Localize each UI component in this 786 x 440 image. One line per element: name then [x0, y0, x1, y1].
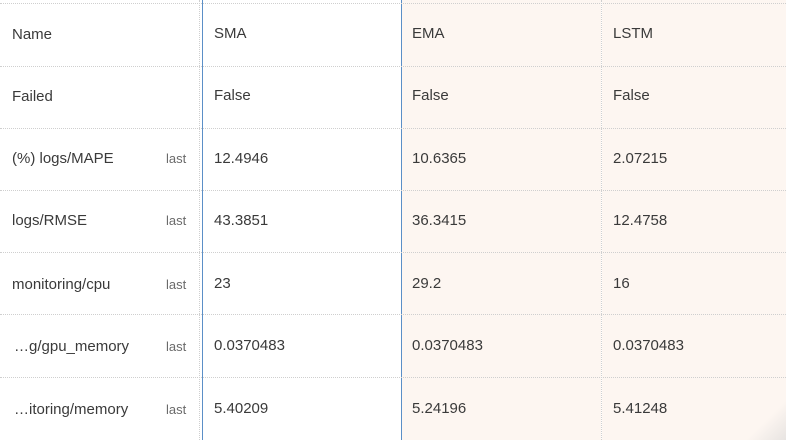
row-divider: [0, 314, 786, 315]
row-name-gpu-memory: …g/gpu_memory: [14, 338, 130, 355]
table-cell: 0.0370483: [214, 337, 285, 354]
header-experiment-sma[interactable]: SMA: [214, 25, 247, 42]
experiment-column-lstm[interactable]: [602, 0, 786, 440]
table-cell: False: [214, 87, 251, 104]
row-name-memory: …itoring/memory: [14, 401, 129, 418]
table-cell: 0.0370483: [412, 337, 483, 354]
header-name-label: Name: [12, 26, 53, 43]
column-divider: [601, 0, 602, 440]
header-experiment-lstm[interactable]: LSTM: [613, 25, 654, 42]
aggregation-label: last: [166, 151, 187, 166]
row-divider: [0, 128, 786, 129]
table-cell: 23: [214, 275, 231, 292]
table-cell: 2.07215: [613, 150, 668, 167]
aggregation-label: last: [166, 402, 187, 417]
table-cell: False: [613, 87, 650, 104]
selected-column-border-left: [202, 0, 203, 440]
selected-column-border-right: [401, 0, 402, 440]
row-divider: [0, 377, 786, 378]
table-cell: 5.24196: [412, 400, 467, 417]
experiment-column-ema[interactable]: [402, 0, 601, 440]
header-experiment-ema[interactable]: EMA: [412, 25, 445, 42]
table-cell: 5.41248: [613, 400, 668, 417]
row-name-failed: Failed: [12, 88, 53, 105]
row-name-cpu: monitoring/cpu: [12, 276, 111, 293]
table-cell: 43.3851: [214, 212, 269, 229]
table-cell: 12.4758: [613, 212, 668, 229]
table-cell: 5.40209: [214, 400, 269, 417]
aggregation-label: last: [166, 339, 187, 354]
table-cell: 36.3415: [412, 212, 467, 229]
table-cell: 29.2: [412, 275, 442, 292]
row-divider: [0, 3, 786, 4]
table-cell: 10.6365: [412, 150, 467, 167]
row-divider: [0, 66, 786, 67]
corner-shadow: [746, 400, 786, 440]
aggregation-label: last: [166, 277, 187, 292]
table-cell: 0.0370483: [613, 337, 684, 354]
row-name-mape: (%) logs/MAPE: [12, 150, 114, 167]
table-cell: False: [412, 87, 449, 104]
row-name-rmse: logs/RMSE: [12, 212, 88, 229]
aggregation-label: last: [166, 213, 187, 228]
column-divider: [199, 0, 200, 440]
row-divider: [0, 252, 786, 253]
row-divider: [0, 190, 786, 191]
table-cell: 12.4946: [214, 150, 269, 167]
table-cell: 16: [613, 275, 630, 292]
